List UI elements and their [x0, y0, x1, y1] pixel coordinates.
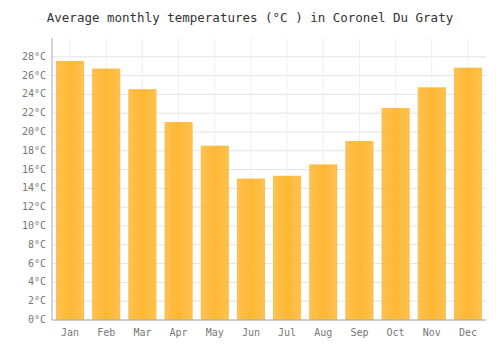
bar: [274, 176, 301, 320]
x-axis-line: [52, 320, 486, 321]
y-tick-label: 20°C: [22, 126, 46, 137]
bar: [237, 179, 264, 320]
y-tick-label: 14°C: [22, 182, 46, 193]
x-tick-label: Apr: [170, 327, 188, 338]
y-tick-label: 0°C: [28, 314, 46, 325]
x-tick-label: Jan: [61, 327, 79, 338]
bar: [57, 62, 84, 321]
y-tick-label: 26°C: [22, 70, 46, 81]
y-grid-line: [52, 56, 486, 57]
y-tick-label: 2°C: [28, 295, 46, 306]
y-grid-line: [52, 320, 486, 321]
bar: [129, 90, 156, 320]
bar: [165, 123, 192, 320]
x-tick-label: Sep: [350, 327, 368, 338]
x-tick-label: Dec: [459, 327, 477, 338]
y-tick-label: 18°C: [22, 145, 46, 156]
x-tick-label: Jun: [242, 327, 260, 338]
x-tick-label: Jul: [278, 327, 296, 338]
bar: [454, 68, 481, 320]
x-tick-label: Nov: [423, 327, 441, 338]
bar: [93, 69, 120, 320]
bar: [310, 165, 337, 320]
x-tick-label: Aug: [314, 327, 332, 338]
bar: [418, 88, 445, 320]
y-tick-label: 10°C: [22, 220, 46, 231]
grid: [52, 38, 486, 320]
y-tick-label: 22°C: [22, 107, 46, 118]
x-tick-label: Oct: [387, 327, 405, 338]
y-tick-label: 8°C: [28, 239, 46, 250]
chart: Average monthly temperatures (°C ) in Co…: [0, 0, 500, 350]
y-tick-label: 12°C: [22, 201, 46, 212]
bar: [201, 146, 228, 320]
y-tick-label: 24°C: [22, 88, 46, 99]
y-tick-label: 16°C: [22, 164, 46, 175]
x-tick-label: Mar: [133, 327, 151, 338]
y-tick-label: 6°C: [28, 258, 46, 269]
y-axis-line: [52, 38, 53, 320]
title: Average monthly temperatures (°C ) in Co…: [47, 10, 454, 25]
x-tick-label: Feb: [97, 327, 115, 338]
y-tick-label: 28°C: [22, 51, 46, 62]
bar: [382, 109, 409, 321]
y-tick-label: 4°C: [28, 276, 46, 287]
x-tick-label: May: [206, 327, 224, 338]
bar: [346, 141, 373, 320]
bars: [57, 62, 482, 321]
chart-container: Average monthly temperatures (°C ) in Co…: [0, 0, 500, 350]
